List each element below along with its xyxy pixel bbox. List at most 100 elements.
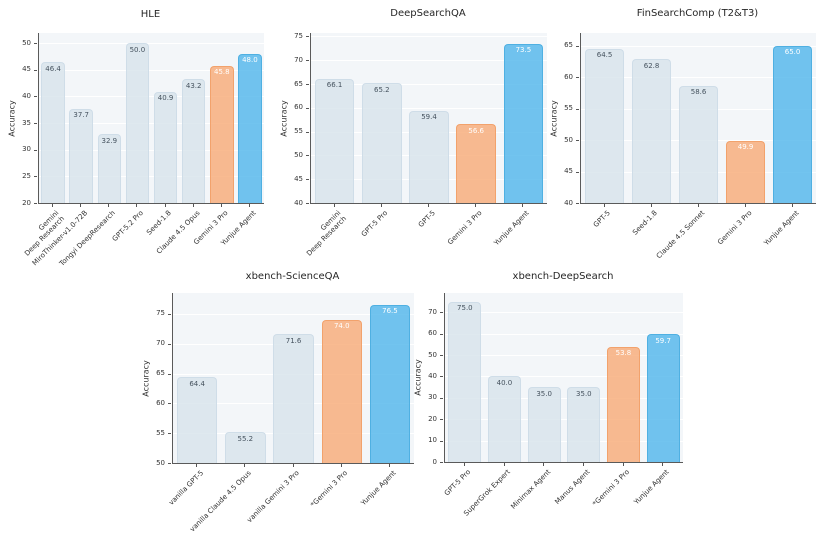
y-tick-mark (168, 343, 171, 345)
y-tick-mark (168, 433, 171, 435)
bar-value-label: 76.5 (382, 307, 398, 316)
bar-value-label: 49.9 (737, 143, 754, 152)
x-tick-mark (192, 204, 194, 207)
x-tick-label: vanilla Gemini 3 Pro (245, 469, 302, 525)
x-tick-mark (220, 204, 222, 207)
chart-title-deepsearchqa: DeepSearchQA (390, 8, 466, 19)
y-tick-mark (168, 313, 171, 315)
x-tick-label: Yunjue Agent (492, 209, 532, 248)
bar-value-label: 59.7 (655, 336, 671, 345)
y-tick-label: 70 (294, 55, 303, 64)
x-tick-mark (333, 204, 335, 207)
x-tick-label: Gemini Deep Research (305, 209, 349, 258)
bar-value-label: 74.0 (333, 322, 350, 331)
y-tick-label: 60 (156, 398, 165, 407)
x-tick-mark (503, 463, 505, 466)
bar-value-label: 53.8 (615, 349, 632, 358)
y-tick-label: 20 (22, 198, 31, 207)
x-tick-label: Minimax Agent (509, 468, 552, 511)
x-tick-mark (196, 464, 198, 467)
y-tick-mark (576, 77, 579, 79)
y-tick-label: 65 (156, 369, 165, 377)
x-tick-mark (543, 463, 545, 466)
y-tick-label: 55 (564, 104, 573, 113)
x-tick-label: Yunjue Agent (632, 468, 671, 507)
x-tick-mark (744, 204, 746, 207)
bar-value-label: 65.2 (374, 85, 390, 94)
y-tick-label: 45 (22, 65, 31, 74)
grid-line (445, 397, 683, 399)
bar-value-label: 55.2 (237, 434, 254, 443)
bar-value-label: 59.4 (421, 113, 437, 122)
bar-orange (725, 140, 766, 203)
bar-blue (238, 53, 262, 203)
x-tick-label: Yunjue Agent (761, 209, 801, 248)
y-tick-label: 75 (156, 309, 165, 318)
plot-area: 66.1 65.2 59.4 56.6 73.5 (310, 33, 547, 204)
x-tick-mark (697, 204, 699, 207)
grid-line (445, 333, 683, 335)
y-tick-label: 50 (428, 350, 437, 359)
y-axis-label: Accuracy (7, 99, 17, 137)
bar-default (362, 83, 402, 203)
x-tick-mark (662, 463, 664, 466)
y-tick-mark (440, 333, 443, 335)
bar-default (567, 387, 601, 462)
y-tick-mark (306, 179, 309, 181)
y-tick-label: 75 (294, 31, 303, 40)
x-tick-label: vanilla GPT-5 (166, 469, 205, 507)
bar-default (41, 62, 65, 203)
y-tick-mark (34, 96, 37, 98)
bar-blue (772, 45, 813, 203)
x-tick-mark (388, 464, 390, 467)
x-tick-label: GPT-5 Pro (360, 209, 390, 239)
x-tick-mark (136, 204, 138, 207)
x-tick-label: GPT-5 Pro (443, 468, 473, 498)
y-axis-label: Accuracy (549, 99, 559, 137)
chart-title-finsearchcomp: FinSearchComp (T2&T3) (636, 8, 759, 19)
bar-value-label: 73.5 (515, 46, 532, 54)
plot-area: 64.4 55.2 71.6 74.0 76.5 (172, 293, 414, 464)
grid-line (39, 69, 264, 71)
y-tick-mark (440, 355, 443, 356)
x-tick-mark (108, 204, 110, 207)
bar-value-label: 35.0 (536, 389, 552, 398)
grid-line (445, 419, 683, 421)
y-axis-label: Accuracy (279, 99, 289, 137)
plot-area: 75.0 40.0 35.0 35.0 53.8 59.7 (444, 293, 683, 463)
bar-value-label: 46.4 (45, 64, 61, 73)
x-tick-mark (244, 464, 246, 467)
x-tick-label: *Gemini 3 Pro (309, 469, 350, 509)
x-tick-label: Claude 4.5 Sonnet (654, 209, 707, 261)
grid-line (173, 313, 414, 315)
y-tick-mark (306, 84, 309, 85)
y-tick-label: 70 (156, 339, 165, 348)
y-tick-mark (34, 123, 37, 125)
y-tick-label: 0 (432, 457, 437, 466)
y-tick-label: 65 (564, 41, 573, 50)
bar-default (631, 59, 672, 203)
y-tick-mark (34, 149, 37, 151)
grid-line (581, 77, 816, 79)
y-axis-label: Accuracy (413, 359, 423, 396)
bar-blue (646, 334, 680, 462)
y-tick-mark (306, 155, 309, 157)
bar-value-label: 66.1 (326, 81, 343, 90)
y-tick-label: 40 (428, 371, 437, 380)
x-tick-mark (380, 204, 382, 207)
bar-default (225, 432, 266, 463)
y-tick-mark (440, 397, 443, 399)
y-tick-label: 60 (428, 329, 437, 338)
y-tick-label: 50 (294, 150, 303, 159)
grid-line (311, 36, 547, 38)
grid-line (39, 123, 264, 125)
grid-line (39, 176, 264, 178)
y-tick-label: 50 (156, 458, 165, 467)
x-tick-mark (522, 204, 524, 207)
y-tick-mark (440, 440, 443, 442)
plot-area: 46.4 37.7 32.9 50.0 40.9 43.2 45.8 48.0 (38, 33, 264, 204)
bar-value-label: 37.7 (73, 111, 89, 120)
y-tick-mark (168, 373, 171, 375)
x-tick-label: Gemini 3 Pro (446, 209, 484, 247)
